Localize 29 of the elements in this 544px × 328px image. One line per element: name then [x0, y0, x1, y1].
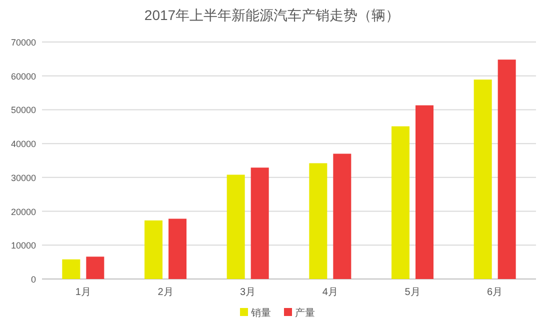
- y-tick-label: 40000: [10, 139, 36, 150]
- y-tick-label: 0: [30, 274, 36, 284]
- bar: [333, 154, 352, 279]
- legend-label: 销量: [250, 308, 271, 319]
- bar: [226, 174, 245, 279]
- bar: [498, 60, 516, 279]
- bar: [416, 105, 434, 279]
- bar: [86, 256, 104, 279]
- bar: [168, 218, 186, 279]
- y-tick-label: 50000: [10, 105, 36, 116]
- bar: [392, 126, 410, 279]
- chart-title: 2017年上半年新能源汽车产销走势（辆）: [144, 7, 400, 23]
- y-tick-label: 30000: [10, 172, 36, 183]
- y-tick-label: 60000: [10, 71, 36, 82]
- x-tick-label: 1月: [75, 287, 91, 298]
- bar: [144, 220, 162, 279]
- x-tick-label: 6月: [487, 287, 503, 298]
- y-tick-label: 20000: [10, 206, 36, 217]
- bar: [474, 80, 492, 279]
- x-tick-label: 5月: [404, 287, 420, 298]
- x-tick-label: 2月: [158, 287, 174, 298]
- legend-label: 产量: [295, 307, 315, 319]
- y-tick-label: 10000: [10, 240, 36, 251]
- bar: [62, 259, 80, 279]
- y-tick-label: 70000: [10, 38, 36, 48]
- x-tick-label: 3月: [240, 287, 256, 298]
- bar: [250, 168, 269, 279]
- x-tick-label: 4月: [322, 287, 338, 298]
- bar: [309, 163, 328, 279]
